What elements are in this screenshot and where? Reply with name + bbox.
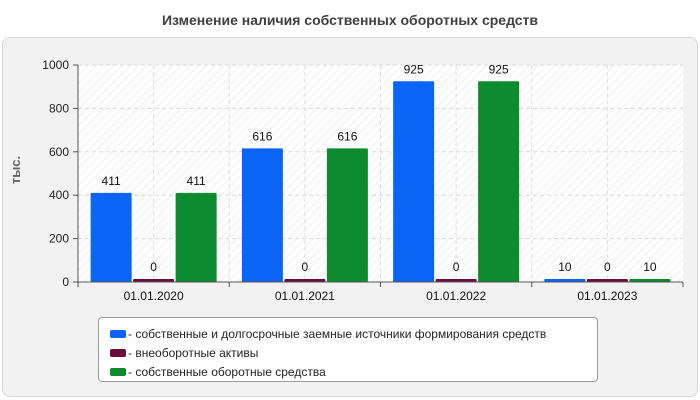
x-tick-label: 01.01.2020 (124, 289, 184, 303)
y-axis-label: тыс. (8, 156, 23, 184)
data-label: 925 (404, 62, 424, 76)
data-label: 411 (187, 174, 206, 188)
bar (393, 81, 435, 283)
bar (544, 279, 586, 282)
legend-series-name: собственные оборотные средства (135, 364, 326, 379)
bar (241, 148, 283, 282)
x-tick-label: 01.01.2023 (577, 289, 637, 303)
legend-label: - собственные и долгосрочные заемные ист… (128, 327, 546, 341)
legend-label: - внеоборотные активы (128, 346, 258, 360)
bar (586, 279, 628, 282)
data-label: 10 (643, 260, 657, 274)
data-label: 10 (558, 260, 572, 274)
y-tick-label: 200 (49, 232, 69, 246)
legend-item: - собственные и долгосрочные заемные ист… (99, 324, 597, 343)
legend-swatch (110, 329, 126, 338)
legend-series-name: внеоборотные активы (135, 345, 259, 360)
x-tick-label: 01.01.2021 (275, 289, 335, 303)
data-label: 411 (102, 174, 121, 188)
legend-series-name: собственные и долгосрочные заемные источ… (135, 326, 547, 341)
legend-prefix: - (128, 326, 136, 341)
bar (629, 279, 671, 282)
data-label: 616 (337, 129, 357, 143)
bar (133, 279, 175, 282)
legend-swatch (110, 367, 126, 376)
bar (90, 192, 132, 282)
data-label: 0 (150, 260, 157, 274)
data-label: 616 (252, 129, 272, 143)
bar (326, 148, 368, 282)
bar (478, 81, 520, 283)
data-labels: 411 0 411 616 0 616 925 0 925 10 0 10 (102, 62, 657, 274)
data-label: 0 (453, 260, 460, 274)
legend-label: - собственные оборотные средства (128, 365, 326, 379)
data-label: 0 (302, 260, 309, 274)
y-tick-label: 600 (49, 145, 69, 159)
legend-item: - собственные оборотные средства (99, 362, 597, 381)
bar (175, 192, 217, 282)
bar (284, 279, 326, 282)
chart-title: Изменение наличия собственных оборотных … (161, 12, 539, 28)
y-tick-label: 800 (49, 101, 69, 115)
bars (90, 81, 671, 283)
y-tick-label: 0 (62, 275, 69, 289)
legend-item: - внеоборотные активы (99, 343, 597, 362)
legend-swatch (110, 348, 126, 357)
data-label: 0 (604, 260, 611, 274)
x-tick-label: 01.01.2022 (426, 289, 486, 303)
legend: - собственные и долгосрочные заемные ист… (98, 317, 598, 382)
legend-prefix: - (128, 364, 136, 379)
data-label: 925 (489, 62, 509, 76)
bar (435, 279, 477, 282)
legend-prefix: - (128, 345, 136, 360)
y-tick-label: 400 (49, 188, 69, 202)
y-tick-label: 1000 (42, 58, 69, 72)
